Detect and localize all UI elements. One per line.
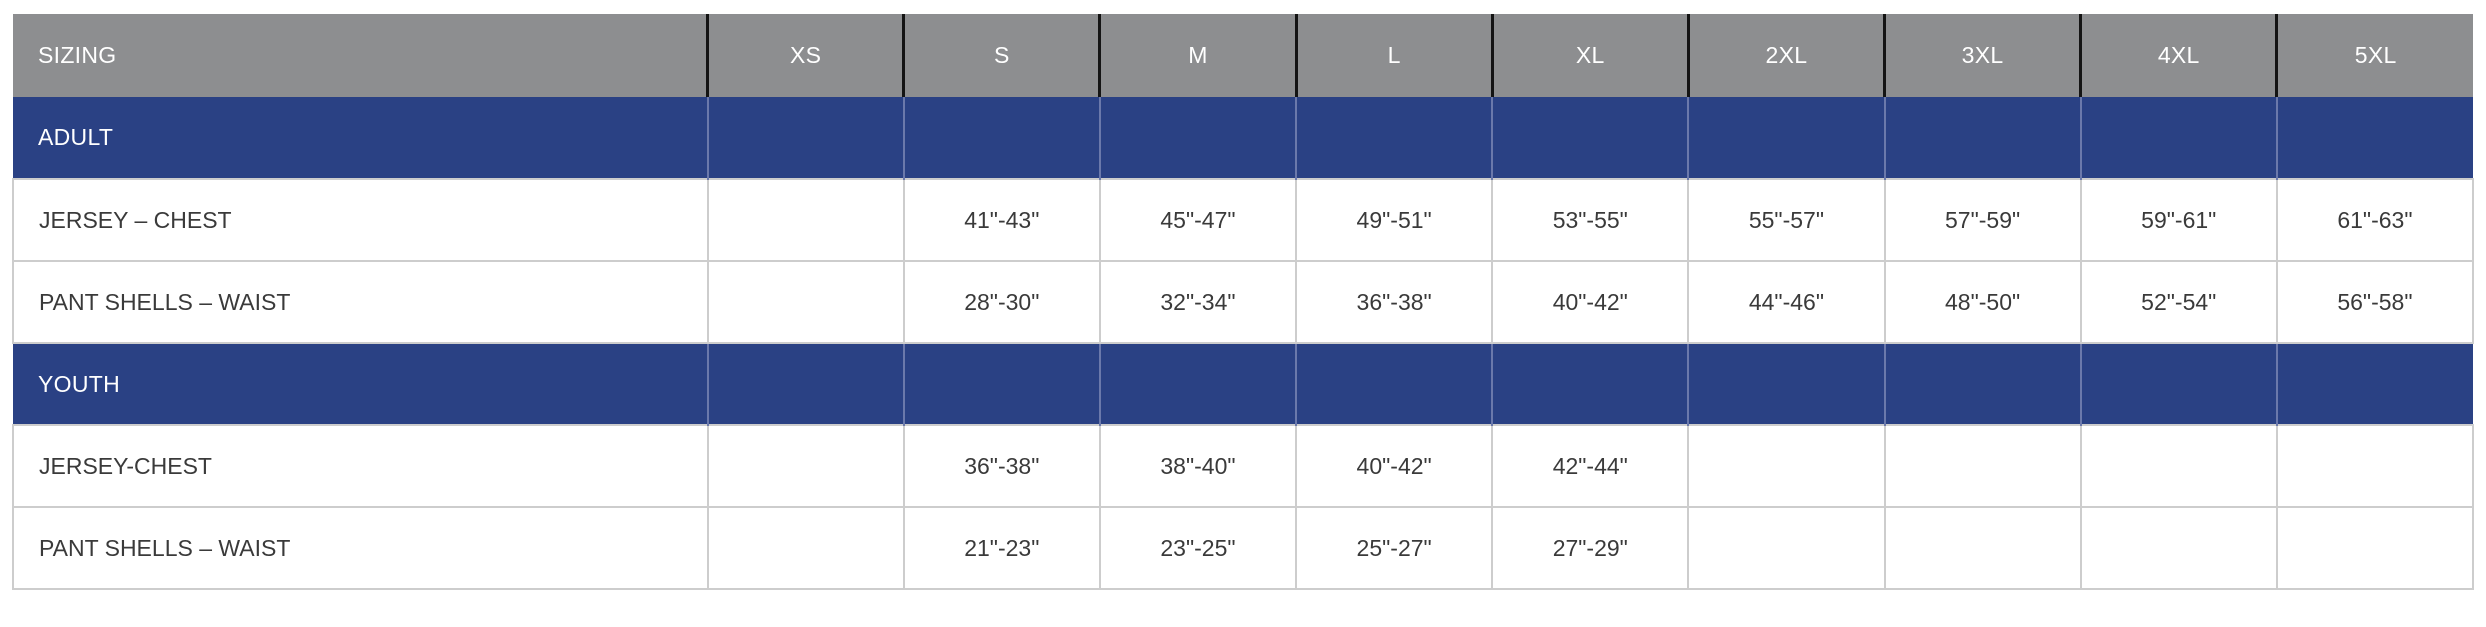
size-value-cell <box>706 424 905 508</box>
size-value-cell: 23"-25" <box>1098 506 1298 590</box>
size-value-cell <box>1883 506 2082 590</box>
section-cell <box>1099 343 1298 425</box>
size-value-cell <box>1687 424 1886 508</box>
section-cell <box>903 343 1101 425</box>
table-row-youth-jersey-chest: JERSEY-CHEST 36"-38" 38"-40" 40"-42" 42"… <box>12 424 2475 508</box>
size-value-cell: 41"-43" <box>902 178 1101 262</box>
section-cell <box>2080 343 2278 425</box>
column-header-3xl: 3XL <box>1884 14 2083 97</box>
size-value-cell <box>1883 424 2082 508</box>
size-value-cell <box>2079 424 2278 508</box>
size-value-cell: 49"-51" <box>1295 178 1494 262</box>
size-value-cell <box>706 506 905 590</box>
section-cell <box>1099 97 1298 179</box>
row-label: JERSEY-CHEST <box>12 424 709 508</box>
row-label: PANT SHELLS – WAIST <box>12 260 709 344</box>
section-label: ADULT <box>13 97 709 179</box>
size-value-cell: 25"-27" <box>1295 506 1494 590</box>
section-cell <box>1688 97 1886 179</box>
size-value-cell: 55"-57" <box>1687 178 1886 262</box>
section-cell <box>1296 343 1494 425</box>
size-value-cell: 59"-61" <box>2079 178 2278 262</box>
size-value-cell: 36"-38" <box>1295 260 1494 344</box>
section-cell <box>1688 343 1886 425</box>
size-value-cell: 56"-58" <box>2275 260 2475 344</box>
size-value-cell: 45"-47" <box>1098 178 1298 262</box>
section-cell <box>2276 97 2473 179</box>
size-value-cell: 36"-38" <box>902 424 1101 508</box>
size-value-cell: 28"-30" <box>902 260 1101 344</box>
section-cell <box>707 97 905 179</box>
size-value-cell: 32"-34" <box>1098 260 1298 344</box>
size-value-cell <box>706 260 905 344</box>
sizing-table: SIZING XS S M L XL 2XL 3XL 4XL 5XL ADULT <box>12 14 2475 590</box>
column-header-5xl: 5XL <box>2276 14 2473 97</box>
section-cell <box>2276 343 2473 425</box>
section-cell <box>1492 343 1690 425</box>
section-cell <box>1884 97 2082 179</box>
size-value-cell: 42"-44" <box>1491 424 1690 508</box>
column-header-s: S <box>903 14 1102 97</box>
size-value-cell <box>2275 506 2475 590</box>
size-value-cell <box>1687 506 1886 590</box>
size-value-cell: 21"-23" <box>902 506 1101 590</box>
size-value-cell: 57"-59" <box>1883 178 2082 262</box>
size-value-cell: 40"-42" <box>1295 424 1494 508</box>
column-header-m: M <box>1099 14 1298 97</box>
column-header-xs: XS <box>707 14 906 97</box>
section-row-adult: ADULT <box>13 97 2473 179</box>
section-cell <box>707 343 905 425</box>
section-row-youth: YOUTH <box>13 343 2473 425</box>
size-value-cell: 38"-40" <box>1098 424 1298 508</box>
size-value-cell: 53"-55" <box>1491 178 1690 262</box>
size-value-cell <box>2079 506 2278 590</box>
size-value-cell: 48"-50" <box>1883 260 2082 344</box>
size-value-cell <box>706 178 905 262</box>
table-row-adult-jersey-chest: JERSEY – CHEST 41"-43" 45"-47" 49"-51" 5… <box>12 178 2475 262</box>
size-value-cell: 44"-46" <box>1687 260 1886 344</box>
column-header-sizing: SIZING <box>13 14 710 97</box>
row-label: PANT SHELLS – WAIST <box>12 506 709 590</box>
table-row-youth-pant-shells-waist: PANT SHELLS – WAIST 21"-23" 23"-25" 25"-… <box>12 506 2475 590</box>
size-value-cell: 40"-42" <box>1491 260 1690 344</box>
section-cell <box>1296 97 1494 179</box>
section-cell <box>1884 343 2082 425</box>
size-value-cell: 61"-63" <box>2275 178 2475 262</box>
header-row: SIZING XS S M L XL 2XL 3XL 4XL 5XL <box>13 14 2473 97</box>
section-cell <box>1492 97 1690 179</box>
table-row-adult-pant-shells-waist: PANT SHELLS – WAIST 28"-30" 32"-34" 36"-… <box>12 260 2475 344</box>
column-header-xl: XL <box>1492 14 1690 97</box>
row-label: JERSEY – CHEST <box>12 178 709 262</box>
section-cell <box>903 97 1101 179</box>
size-value-cell <box>2275 424 2475 508</box>
column-header-4xl: 4XL <box>2080 14 2279 97</box>
column-header-l: L <box>1296 14 1494 97</box>
section-label: YOUTH <box>13 343 709 425</box>
size-value-cell: 27"-29" <box>1491 506 1690 590</box>
column-header-2xl: 2XL <box>1688 14 1887 97</box>
size-value-cell: 52"-54" <box>2079 260 2278 344</box>
section-cell <box>2080 97 2278 179</box>
